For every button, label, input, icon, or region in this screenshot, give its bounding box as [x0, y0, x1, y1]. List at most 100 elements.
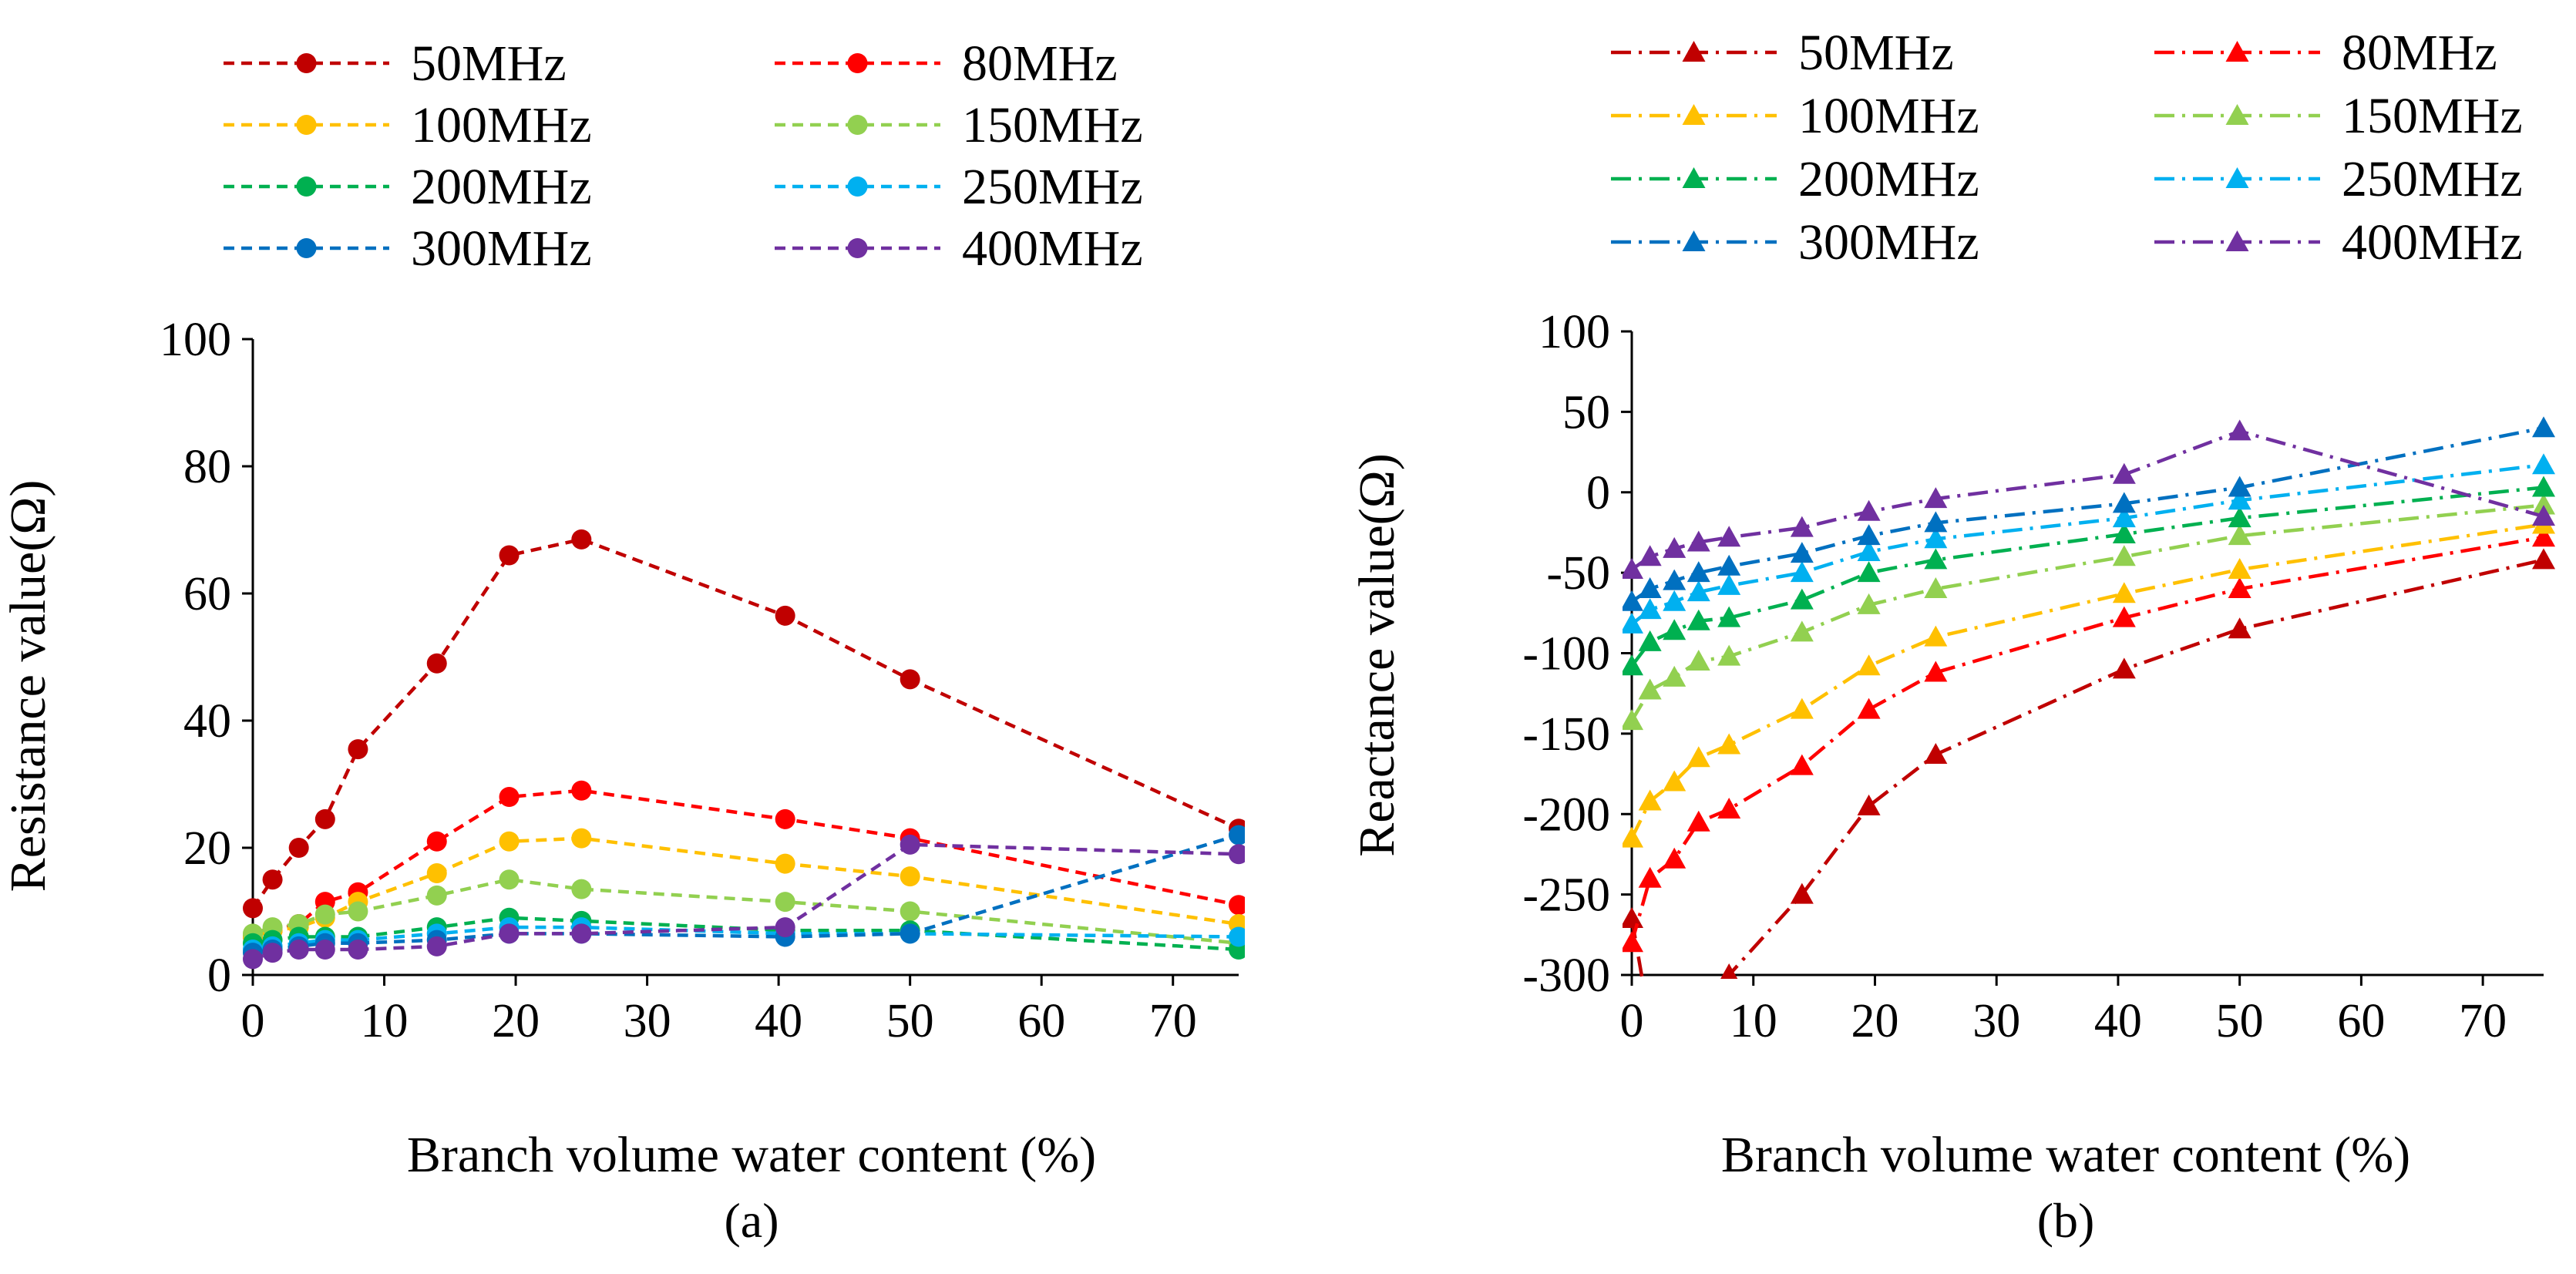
- panel-b-data-point: [1717, 606, 1741, 627]
- panel-a-x-axis-title: Branch volume water content (%): [407, 1127, 1096, 1183]
- panel-b-legend-item-50mhz: 50MHz: [1611, 25, 1954, 81]
- panel-a-label: (a): [724, 1193, 779, 1248]
- panel-b-legend-item-300mhz: 300MHz: [1611, 214, 1979, 271]
- panel-a-legend-swatch-marker: [847, 238, 868, 258]
- panel-b-data-point: [1687, 530, 1710, 552]
- panel-a-legend-label: 200MHz: [411, 159, 592, 215]
- panel-b-legend-item-80mhz: 80MHz: [2154, 25, 2497, 81]
- panel-b-data-point: [1638, 789, 1662, 811]
- panel-b-data-point: [2112, 582, 2136, 603]
- panel-a-series-300mhz: [243, 825, 1245, 963]
- panel-b-data-point: [2228, 617, 2251, 639]
- panel-b-reactance-chart: 50MHz 80MHz 100MHz 150MHz 200MHz 250MHz 300MHz…: [1349, 25, 2555, 1248]
- panel-b-legend-swatch-marker: [2225, 104, 2249, 125]
- panel-b-data-point: [1720, 963, 1738, 979]
- panel-a-series-80mhz: [243, 780, 1245, 947]
- panel-b-legend-item-400mhz: 400MHz: [2154, 214, 2523, 271]
- panel-b-y-tick-label: -50: [1546, 547, 1610, 600]
- panel-b-data-point: [2532, 453, 2555, 475]
- panel-a-data-point: [314, 808, 335, 829]
- panel-a-x-tick-label: 0: [241, 995, 265, 1047]
- panel-b-data-point: [2228, 557, 2251, 579]
- panel-b-series-150mhz: [1623, 493, 2555, 731]
- panel-a-data-point: [775, 917, 795, 938]
- panel-b-data-point: [1663, 770, 1687, 792]
- panel-a-legend-label: 300MHz: [411, 220, 592, 277]
- panel-a-series-200mhz: [243, 907, 1245, 960]
- panel-b-data-point: [1924, 511, 1948, 533]
- panel-b-legend-label: 200MHz: [1798, 151, 1979, 207]
- panel-a-y-tick-label: 80: [183, 441, 231, 493]
- panel-b-data-point: [1717, 733, 1741, 755]
- panel-a-y-axis-title: Resistance value(Ω): [0, 480, 56, 892]
- panel-b-data-point: [1623, 826, 1643, 848]
- panel-b-data-point: [1663, 847, 1687, 869]
- panel-a-resistance-chart: 50MHz 80MHz 100MHz 150MHz 200MHz 250MHz 300MHz…: [0, 35, 1245, 1248]
- panel-b-legend-label: 300MHz: [1798, 214, 1979, 271]
- panel-b-series-300mhz: [1623, 416, 2555, 611]
- panel-b-series-50mhz: [1623, 548, 2555, 979]
- panel-b-series-80mhz: [1623, 526, 2555, 953]
- panel-b-x-tick-label: 70: [2459, 995, 2507, 1047]
- panel-b-data-point: [1717, 573, 1741, 595]
- panel-b-legend-item-200mhz: 200MHz: [1611, 151, 1979, 207]
- panel-b-data-point: [1638, 866, 1662, 888]
- panel-a-y-tick-label: 20: [183, 822, 231, 875]
- panel-a-data-point: [499, 923, 520, 944]
- panel-a-data-point: [288, 838, 309, 858]
- panel-b-legend-label: 100MHz: [1798, 88, 1979, 144]
- panel-b-data-point: [2228, 489, 2251, 510]
- panel-a-data-point: [288, 940, 309, 960]
- panel-b-data-point: [1790, 620, 1814, 642]
- panel-a-y-tick-label: 0: [207, 950, 231, 1002]
- panel-b-series-line: [1630, 503, 2544, 722]
- panel-a-series-line: [252, 836, 1239, 939]
- panel-b-legend-swatch-marker: [1682, 41, 1706, 62]
- panel-b-data-point: [1638, 577, 1662, 598]
- panel-b-data-point: [1790, 561, 1814, 583]
- panel-a-legend-label: 400MHz: [962, 220, 1143, 277]
- panel-b-legend: 50MHz 80MHz 100MHz 150MHz 200MHz 250MHz 300MHz…: [1611, 25, 2523, 271]
- panel-b-data-point: [1623, 557, 1643, 579]
- panel-a-data-point: [243, 949, 263, 970]
- panel-b-data-point: [1687, 746, 1710, 768]
- panel-b-series-400mhz: [1623, 419, 2555, 579]
- panel-b-x-tick-label: 20: [1851, 995, 1898, 1047]
- panel-a-data-point: [775, 808, 795, 829]
- panel-a-data-point: [262, 943, 283, 963]
- panel-b-legend-label: 150MHz: [2342, 88, 2523, 144]
- panel-a-data-point: [1229, 844, 1245, 865]
- panel-b-legend-label: 50MHz: [1798, 25, 1954, 81]
- panel-b-data-point: [1687, 609, 1710, 630]
- panel-b-series-line: [1630, 486, 2544, 667]
- panel-a-series-line: [252, 878, 1239, 945]
- panel-b-series-250mhz: [1623, 453, 2555, 634]
- panel-b-legend-item-250mhz: 250MHz: [2154, 151, 2523, 207]
- panel-b-legend-item-150mhz: 150MHz: [2154, 88, 2523, 144]
- panel-b-data-point: [1857, 499, 1881, 521]
- panel-a-x-tick-label: 50: [886, 995, 934, 1047]
- panel-a-data-point: [348, 901, 368, 922]
- panel-b-series-layer: [1623, 416, 2555, 979]
- panel-a-x-tick-label: 10: [361, 995, 409, 1047]
- panel-a-legend-label: 50MHz: [411, 35, 567, 92]
- panel-a-data-point: [571, 923, 592, 944]
- panel-b-data-point: [1687, 649, 1710, 671]
- panel-a-data-point: [571, 529, 592, 550]
- panel-b-data-point: [1717, 797, 1741, 819]
- panel-b-y-tick-label: 100: [1539, 306, 1610, 358]
- panel-a-legend-swatch-marker: [847, 53, 868, 73]
- panel-b-data-point: [1790, 698, 1814, 719]
- panel-b-data-point: [1663, 536, 1687, 558]
- panel-b-y-axis-title: Reactance value(Ω): [1349, 453, 1405, 857]
- panel-a-data-point: [900, 923, 920, 944]
- panel-a-data-point: [314, 940, 335, 960]
- panel-a-data-point: [900, 866, 920, 887]
- panel-b-legend-label: 80MHz: [2342, 25, 2497, 81]
- panel-b-y-tick-label: 50: [1562, 386, 1610, 439]
- panel-a-data-point: [775, 853, 795, 874]
- panel-a-legend-swatch-marker: [847, 115, 868, 135]
- panel-b-series-line: [1630, 429, 2544, 571]
- panel-a-data-point: [1229, 825, 1245, 845]
